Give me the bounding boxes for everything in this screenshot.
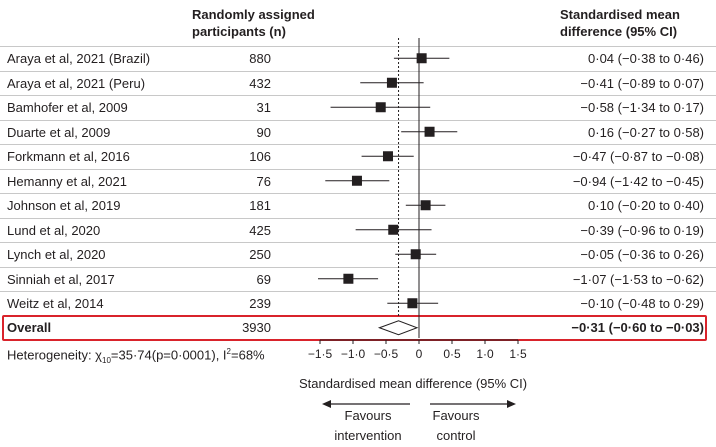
study-ci: −0·10 (−0·48 to 0·29) (580, 296, 704, 311)
study-point-square (410, 249, 421, 260)
study-point-square (343, 273, 354, 284)
study-ci: −0·05 (−0·36 to 0·26) (580, 247, 704, 262)
study-ci: −0·39 (−0·96 to 0·19) (580, 222, 704, 238)
study-name: Forkmann et al, 2016 (7, 149, 130, 164)
study-row: Hemanny et al, 2021 76 −0·94 (−1·42 to −0·… (0, 168, 716, 195)
study-n: 69 (256, 271, 271, 287)
favours-intervention-line2: intervention (334, 428, 402, 443)
study-n: 239 (249, 296, 271, 311)
study-row: Duarte et al, 2009 90 0·16 (−0·27 to 0·58) (0, 119, 716, 146)
x-tick-label: 1·5 (509, 347, 527, 361)
x-tick-label: −0·5 (374, 347, 399, 361)
x-tick-label: 0·5 (443, 347, 461, 361)
study-point-square (351, 175, 362, 186)
het-i2: =68% (231, 347, 265, 363)
participants-header-line1: Randomly assigned (192, 7, 315, 22)
favours-intervention-label: Favours intervention (322, 406, 414, 446)
study-name: Hemanny et al, 2021 (7, 173, 127, 189)
overall-ci: −0·31 (−0·60 to −0·03) (571, 319, 704, 335)
study-n: 880 (249, 51, 271, 66)
study-name: Lynch et al, 2020 (7, 247, 106, 262)
x-tick-label: 0 (416, 347, 423, 361)
study-n: 106 (249, 149, 271, 164)
x-tick-label: 1·0 (476, 347, 494, 361)
study-ci: −0·41 (−0·89 to 0·07) (580, 75, 704, 91)
participants-header-line2: participants (n) (192, 24, 286, 39)
het-i2-sup: 2 (226, 347, 231, 356)
x-tick-label: −1·5 (308, 347, 333, 361)
overall-n: 3930 (242, 319, 271, 335)
study-row: Bamhofer et al, 2009 31 −0·58 (−1·34 to 0·… (0, 95, 716, 121)
effect-header: Standardised mean difference (95% CI) (560, 6, 680, 40)
study-row: Araya et al, 2021 (Brazil) 880 0·04 (−0·38… (0, 46, 716, 72)
study-n: 31 (256, 100, 271, 115)
study-row: Lund et al, 2020 425 −0·39 (−0·96 to 0·19) (0, 217, 716, 244)
study-n: 181 (249, 198, 271, 213)
study-point-square (382, 151, 393, 162)
study-n: 432 (249, 75, 271, 91)
favours-control-line2: control (436, 428, 476, 443)
study-point-square (388, 224, 399, 235)
study-ci: −0·47 (−0·87 to −0·08) (572, 149, 704, 164)
x-tick-label: −1·0 (341, 347, 366, 361)
study-name: Araya et al, 2021 (Peru) (7, 75, 146, 91)
study-point-square (416, 53, 427, 64)
study-row: Lynch et al, 2020 250 −0·05 (−0·36 to 0·26… (0, 242, 716, 268)
study-ci: −0·94 (−1·42 to −0·45) (572, 173, 704, 189)
study-ci: 0·16 (−0·27 to 0·58) (588, 124, 704, 140)
study-point-square (424, 126, 435, 137)
study-point-square (386, 77, 397, 88)
study-point-square (407, 298, 418, 309)
study-row: Sinniah et al, 2017 69 −1·07 (−1·53 to −0·… (0, 266, 716, 293)
study-name: Araya et al, 2021 (Brazil) (7, 51, 151, 66)
effect-header-line2: difference (95% CI) (560, 24, 678, 39)
favours-control-label: Favours control (424, 406, 488, 446)
study-n: 250 (249, 247, 271, 262)
study-name: Johnson et al, 2019 (7, 198, 121, 213)
study-name: Weitz et al, 2014 (7, 296, 104, 311)
study-ci: −0·58 (−1·34 to 0·17) (580, 100, 704, 115)
study-row: Forkmann et al, 2016 106 −0·47 (−0·87 to −… (0, 144, 716, 170)
overall-row: Overall 3930 −0·31 (−0·60 to −0·03) (0, 316, 716, 341)
study-n: 76 (256, 173, 271, 189)
study-name: Bamhofer et al, 2009 (7, 100, 128, 115)
study-name: Lund et al, 2020 (7, 222, 101, 238)
study-n: 90 (256, 124, 271, 140)
favours-intervention-arrowhead (322, 400, 331, 408)
study-row: Araya et al, 2021 (Peru) 432 −0·41 (−0·89 … (0, 70, 716, 97)
overall-label: Overall (7, 319, 52, 335)
study-name: Duarte et al, 2009 (7, 124, 111, 140)
effect-header-line1: Standardised mean (560, 7, 680, 22)
study-point-square (375, 102, 386, 113)
het-prefix: Heterogeneity: χ (7, 347, 102, 363)
favours-intervention-line1: Favours (344, 408, 392, 423)
favours-control-line1: Favours (432, 408, 480, 423)
study-ci: 0·10 (−0·20 to 0·40) (588, 198, 704, 213)
study-ci: −1·07 (−1·53 to −0·62) (572, 271, 704, 287)
study-n: 425 (249, 222, 271, 238)
het-stat: =35·74(p=0·0001), I (110, 347, 227, 363)
study-row: Weitz et al, 2014 239 −0·10 (−0·48 to 0·29… (0, 291, 716, 317)
favours-control-arrowhead (507, 400, 516, 408)
study-ci: 0·04 (−0·38 to 0·46) (588, 51, 704, 66)
overall-diamond (377, 320, 419, 336)
study-row: Johnson et al, 2019 181 0·10 (−0·20 to 0·4… (0, 193, 716, 219)
heterogeneity-text: Heterogeneity: χ10=35·74(p=0·0001), I2=6… (7, 347, 265, 365)
participants-header: Randomly assigned participants (n) (192, 6, 315, 40)
x-axis-title: Standardised mean difference (95% CI) (299, 376, 528, 391)
study-name: Sinniah et al, 2017 (7, 271, 115, 287)
study-point-square (420, 200, 431, 211)
het-df: 10 (102, 355, 111, 365)
